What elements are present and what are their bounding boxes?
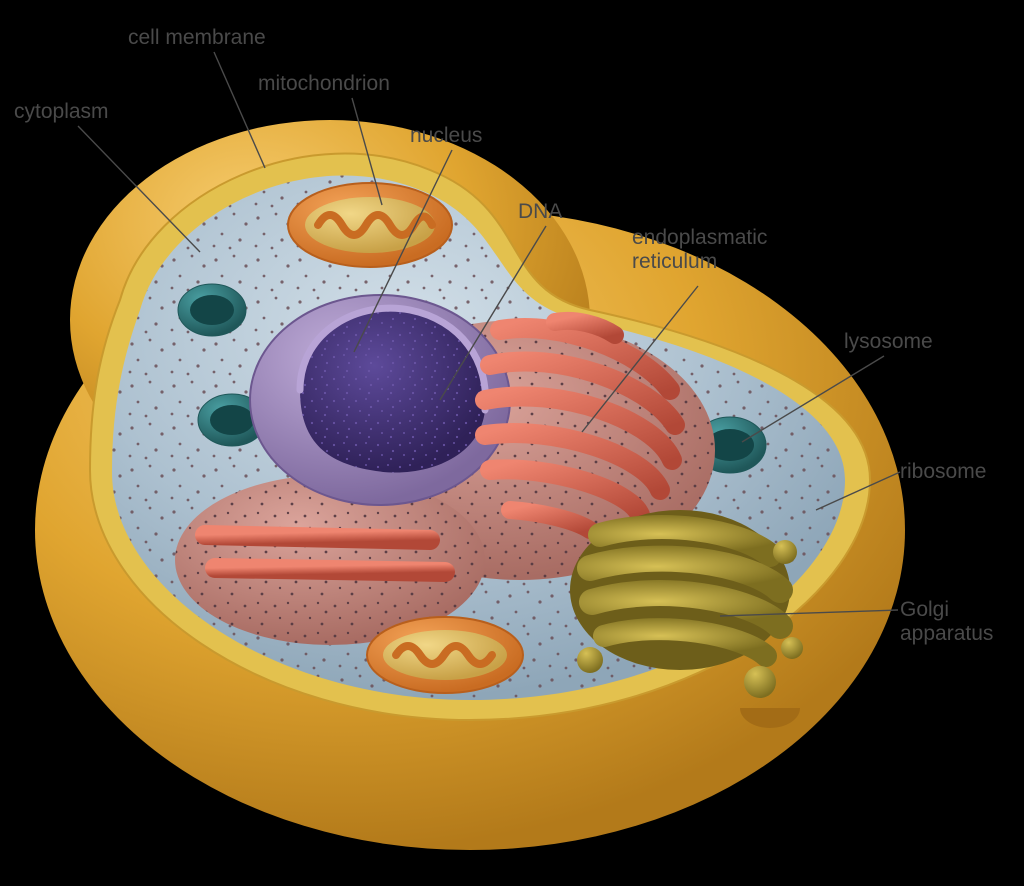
label-cell_membrane: cell membrane — [128, 26, 266, 49]
mitochondrion-top — [288, 183, 452, 267]
label-golgi: Golgiapparatus — [900, 598, 993, 645]
label-er: endoplasmaticreticulum — [632, 226, 767, 273]
cell-diagram: cell membrane mitochondrion cytoplasm nucle… — [0, 0, 1024, 886]
mitochondrion-bottom — [367, 617, 523, 693]
label-nucleus: nucleus — [410, 124, 482, 147]
label-ribosome: ribosome — [900, 460, 986, 483]
label-lysosome: lysosome — [844, 330, 933, 353]
label-dna: DNA — [518, 200, 562, 223]
label-mitochondrion: mitochondrion — [258, 72, 390, 95]
label-cytoplasm: cytoplasm — [14, 100, 109, 123]
nucleus — [250, 295, 510, 505]
